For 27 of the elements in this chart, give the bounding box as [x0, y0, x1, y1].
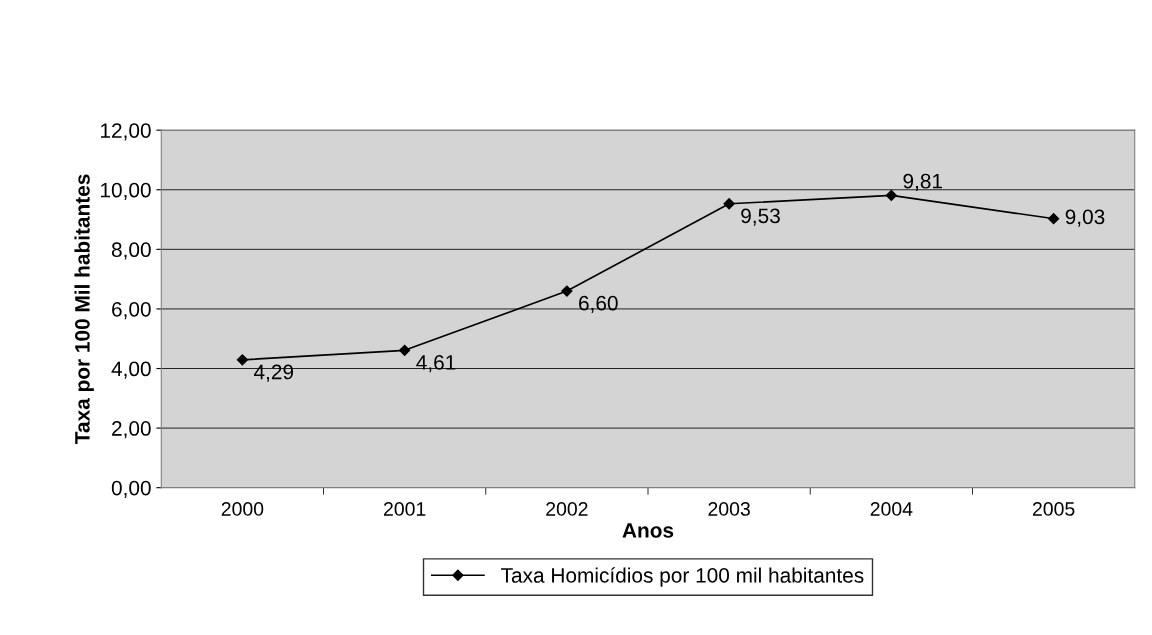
- y-axis-title: Taxa por 100 Mil habitantes: [74, 174, 94, 444]
- y-tick-label: 12,00: [101, 123, 151, 141]
- point: [399, 344, 411, 356]
- x-tick-label: 2004: [870, 502, 913, 516]
- text: 9,81: [903, 173, 942, 191]
- text: 6,60: [579, 295, 618, 313]
- y-tick-label: 6,00: [112, 301, 151, 320]
- text: 9,53: [741, 208, 780, 226]
- point: [885, 189, 897, 202]
- y-tick-label: 0,00: [111, 480, 151, 498]
- y-tick-label: 2,00: [112, 421, 151, 439]
- y-tick-label: 8,00: [111, 242, 151, 260]
- legend-label: Taxa Homicídios por 100 mil habitantes: [501, 567, 864, 587]
- y-tick-label: 10,00: [101, 182, 151, 200]
- x-tick-label: 2003: [708, 502, 750, 516]
- text: 4,29: [253, 364, 294, 382]
- x-tick-label: 2002: [546, 502, 588, 516]
- x-tick-label: 2001: [383, 502, 426, 516]
- x-axis-title: Anos: [622, 523, 674, 538]
- point: [1047, 213, 1060, 225]
- x-tick-label: 2005: [1032, 502, 1075, 516]
- point: [236, 354, 249, 366]
- point: [723, 198, 735, 210]
- text: 9,03: [1065, 209, 1105, 227]
- x-tick-label: 2000: [221, 502, 264, 516]
- y-tick-label: 4,00: [111, 361, 151, 379]
- point: [561, 285, 573, 297]
